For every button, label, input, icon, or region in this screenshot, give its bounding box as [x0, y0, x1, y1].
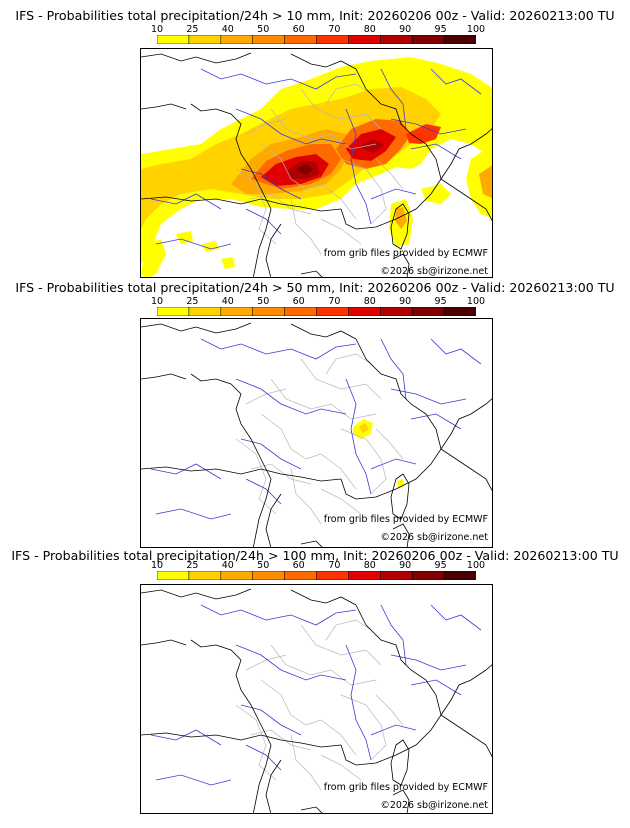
map-50mm [140, 318, 493, 548]
colorbar-swatch [188, 571, 222, 580]
probability-field [353, 419, 404, 488]
colorbar-swatch [411, 35, 445, 44]
tick-label: 70 [328, 296, 341, 307]
colorbar-swatch [348, 307, 381, 316]
colorbar-swatch [443, 571, 476, 580]
tick-label: 50 [257, 560, 270, 571]
base-map-lines [141, 588, 492, 813]
colorbar-swatch [411, 307, 445, 316]
tick-label: 10 [150, 24, 164, 35]
colorbar-swatch [348, 571, 381, 580]
tick-label: 95 [434, 296, 447, 307]
source-credit: from grib files provided by ECMWF [323, 248, 488, 259]
copyright-credit: ©2026 sb@irizone.net [380, 532, 488, 543]
tick-label: 25 [186, 24, 199, 35]
tick-label: 70 [328, 24, 341, 35]
colorbar [157, 35, 476, 44]
colorbar-swatch [220, 571, 254, 580]
tick-label: 25 [186, 560, 199, 571]
tick-label: 80 [363, 296, 376, 307]
map-10mm [140, 48, 493, 278]
panel-title: IFS - Probabilities total precipitation/… [15, 280, 615, 295]
colorbar [157, 307, 476, 316]
colorbar-swatch [443, 307, 476, 316]
tick-label: 10 [150, 560, 164, 571]
tick-label: 95 [434, 560, 447, 571]
colorbar-ticks: 10 25 40 50 60 70 80 90 95 100 [151, 296, 485, 307]
source-credit: from grib files provided by ECMWF [323, 782, 488, 793]
tick-label: 80 [363, 560, 376, 571]
map-100mm [140, 584, 493, 814]
tick-label: 40 [221, 24, 234, 35]
tick-label: 25 [186, 296, 199, 307]
colorbar-swatch [316, 571, 350, 580]
colorbar-swatch [380, 307, 413, 316]
colorbar [157, 571, 476, 580]
tick-label: 90 [399, 296, 412, 307]
tick-label: 50 [257, 296, 270, 307]
tick-label: 95 [434, 24, 447, 35]
tick-label: 70 [328, 560, 341, 571]
tick-label: 100 [466, 560, 486, 571]
colorbar-swatch [157, 35, 190, 44]
tick-label: 60 [292, 24, 305, 35]
colorbar-swatch [348, 35, 381, 44]
colorbar-swatch [188, 307, 222, 316]
tick-label: 90 [399, 24, 412, 35]
tick-label: 10 [150, 296, 164, 307]
colorbar-swatch [380, 35, 413, 44]
colorbar-swatch [157, 571, 190, 580]
panel-title: IFS - Probabilities total precipitation/… [11, 548, 619, 563]
colorbar-swatch [220, 35, 254, 44]
colorbar-swatch [284, 571, 318, 580]
tick-label: 90 [399, 560, 412, 571]
colorbar-ticks: 10 25 40 50 60 70 80 90 95 100 [151, 24, 485, 35]
colorbar-swatch [284, 307, 318, 316]
colorbar-swatch [157, 307, 190, 316]
tick-label: 50 [257, 24, 270, 35]
colorbar-swatch [316, 307, 350, 316]
copyright-credit: ©2026 sb@irizone.net [380, 266, 488, 277]
tick-label: 40 [221, 560, 234, 571]
colorbar-swatch [252, 307, 286, 316]
tick-label: 80 [363, 24, 376, 35]
tick-label: 60 [292, 296, 305, 307]
tick-label: 40 [221, 296, 234, 307]
colorbar-swatch [380, 571, 413, 580]
colorbar-ticks: 10 25 40 50 60 70 80 90 95 100 [151, 560, 485, 571]
source-credit: from grib files provided by ECMWF [323, 514, 488, 525]
tick-label: 100 [466, 296, 486, 307]
colorbar-swatch [316, 35, 350, 44]
colorbar-swatch [252, 35, 286, 44]
tick-label: 100 [466, 24, 486, 35]
probability-field [141, 57, 492, 277]
colorbar-swatch [284, 35, 318, 44]
panel-title: IFS - Probabilities total precipitation/… [15, 8, 615, 23]
colorbar-swatch [220, 307, 254, 316]
copyright-credit: ©2026 sb@irizone.net [380, 800, 488, 811]
tick-label: 60 [292, 560, 305, 571]
colorbar-swatch [443, 35, 476, 44]
colorbar-swatch [252, 571, 286, 580]
colorbar-swatch [188, 35, 222, 44]
colorbar-swatch [411, 571, 445, 580]
